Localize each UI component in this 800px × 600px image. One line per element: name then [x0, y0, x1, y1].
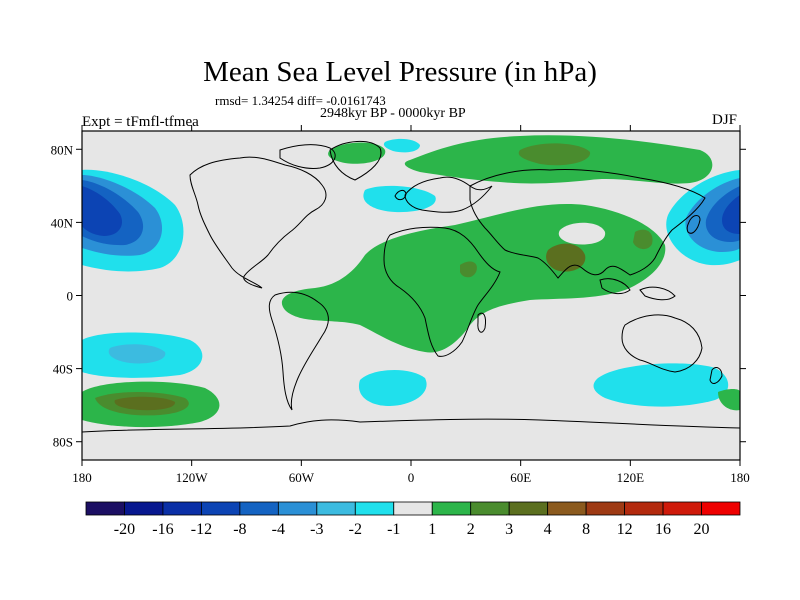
neutral-central-asia: [558, 222, 606, 245]
colorbar-label: -1: [387, 521, 401, 538]
colorbar-swatch: [277, 501, 318, 516]
colorbar-swatch: [239, 501, 279, 516]
anomaly-negative-south-pacific-core: [108, 344, 166, 364]
colorbar-label: 2: [466, 521, 475, 538]
lat-tick-label: 40N: [51, 215, 74, 230]
british-isles-coast: [394, 189, 407, 201]
colorbar-swatch: [201, 501, 241, 516]
anomaly-positive-arabia: [460, 261, 477, 278]
south-america-coast: [268, 291, 329, 411]
anomaly-positive-india: [546, 243, 586, 272]
anomaly-positive-south-pacific-core: [114, 396, 176, 411]
aleutian-low-west-core: [82, 186, 123, 236]
anomaly-negative-arctic-atlantic: [383, 138, 420, 153]
anomaly-negative-south-atlantic: [358, 369, 427, 406]
colorbar-swatch: [393, 501, 433, 516]
lon-tick-label: 60W: [289, 470, 315, 485]
longitude-axis: 180 120W 60W 0 60E 120E 180: [72, 125, 750, 485]
indonesia-coast: [639, 286, 676, 301]
north-america-coast: [189, 156, 327, 289]
coastlines: [82, 141, 740, 433]
anomaly-negative-indian-ocean: [593, 363, 729, 407]
colorbar-swatch: [162, 501, 202, 516]
lat-tick-label: 40S: [53, 362, 73, 377]
lat-tick-label: 80N: [51, 142, 74, 157]
asia-coast: [469, 168, 706, 279]
colorbar-swatch: [316, 501, 356, 516]
anomaly-negative-north-atlantic: [363, 185, 436, 213]
colorbar-label: -20: [113, 521, 136, 538]
colorbar: [85, 501, 741, 516]
aleutian-low-east-core: [722, 195, 740, 234]
australia-coast: [621, 314, 703, 373]
colorbar-swatch: [354, 501, 395, 516]
latitude-axis: 80N 40N 0 40S 80S: [51, 142, 746, 450]
colorbar-swatch: [701, 501, 741, 516]
colorbar-label: 3: [505, 521, 514, 538]
colorbar-label: 20: [693, 521, 710, 538]
colorbar-label: 1: [428, 521, 437, 538]
japan-coast: [686, 215, 701, 234]
colorbar-label: -16: [152, 521, 174, 538]
colorbar-label: 12: [616, 521, 633, 538]
colorbar-label: -12: [190, 521, 213, 538]
colorbar-swatch: [547, 501, 587, 516]
lon-tick-label: 180: [72, 470, 92, 485]
colorbar-swatch: [624, 501, 664, 516]
season-label: DJF: [712, 112, 738, 128]
madagascar-coast: [477, 312, 486, 333]
new-zealand-coast: [709, 367, 723, 384]
colorbar-label: 8: [582, 521, 591, 538]
lon-tick-label: 0: [408, 470, 415, 485]
colorbar-swatch: [431, 501, 472, 516]
anomaly-positive-siberia: [518, 143, 591, 166]
europe-coast: [404, 176, 493, 213]
experiment-label: Expt = tFmfl-tfmea: [82, 114, 199, 130]
period-line: 2948kyr BP - 0000kyr BP: [320, 106, 466, 121]
pressure-anomaly-fields: [82, 135, 740, 428]
colorbar-label: -2: [348, 521, 362, 538]
anomaly-positive-greenland: [328, 142, 386, 164]
colorbar-swatch: [508, 501, 549, 516]
lat-tick-label: 80S: [53, 435, 73, 450]
colorbar-swatch: [662, 501, 702, 516]
lon-tick-label: 120E: [617, 470, 645, 485]
colorbar-swatch: [585, 501, 625, 516]
colorbar-swatch: [124, 501, 164, 516]
lat-tick-label: 0: [67, 289, 74, 304]
chart-title: Mean Sea Level Pressure (in hPa): [203, 56, 597, 88]
lon-tick-label: 120W: [176, 470, 209, 485]
anomaly-positive-china: [633, 229, 653, 250]
stats-line: rmsd= 1.34254 diff= -0.0161743: [215, 93, 386, 108]
colorbar-swatch: [85, 501, 125, 516]
colorbar-label: 4: [543, 521, 552, 538]
southeast-asia-coast: [599, 278, 631, 295]
colorbar-swatch: [470, 501, 510, 516]
lon-tick-label: 180: [730, 470, 750, 485]
greenland-coast: [329, 141, 382, 181]
anomaly-positive-south-pacific-east: [718, 389, 740, 411]
colorbar-label: -4: [271, 521, 286, 538]
africa-coast: [383, 226, 501, 357]
antarctica-coast: [82, 418, 740, 433]
colorbar-label: 16: [655, 521, 672, 538]
lon-tick-label: 60E: [510, 470, 531, 485]
colorbar-label: -3: [310, 521, 324, 538]
colorbar-label: -8: [233, 521, 247, 538]
